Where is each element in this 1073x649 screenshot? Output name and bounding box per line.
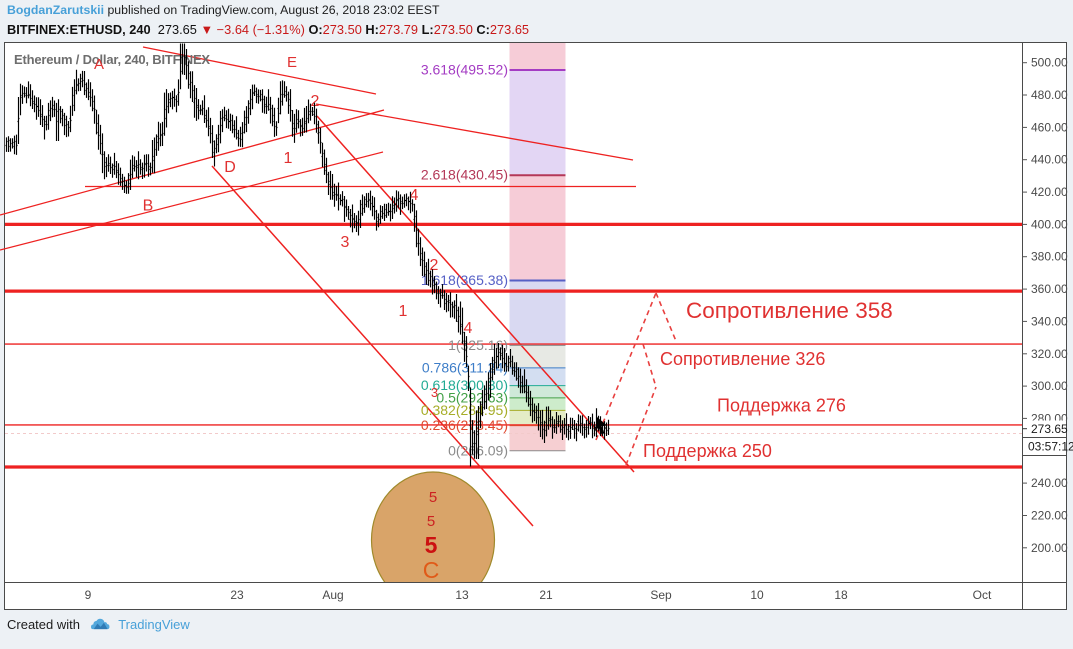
svg-text:18: 18 — [834, 588, 848, 602]
svg-text:320.00: 320.00 — [1031, 347, 1068, 361]
svg-text:380.00: 380.00 — [1031, 250, 1068, 264]
svg-text:500.00: 500.00 — [1031, 56, 1068, 70]
svg-text:03:57:12: 03:57:12 — [1028, 440, 1073, 454]
svg-text:4: 4 — [410, 187, 419, 204]
svg-text:460.00: 460.00 — [1031, 120, 1068, 134]
svg-text:1: 1 — [399, 303, 408, 320]
svg-text:2.618(430.45): 2.618(430.45) — [421, 167, 508, 183]
svg-text:5: 5 — [427, 513, 435, 530]
svg-text:E: E — [287, 54, 297, 71]
svg-text:C: C — [423, 557, 440, 583]
svg-text:240.00: 240.00 — [1031, 476, 1068, 490]
svg-text:220.00: 220.00 — [1031, 509, 1068, 523]
svg-text:10: 10 — [750, 588, 764, 602]
svg-text:9: 9 — [85, 588, 92, 602]
svg-text:1.618(365.38): 1.618(365.38) — [421, 272, 508, 288]
svg-text:420.00: 420.00 — [1031, 185, 1068, 199]
svg-text:3: 3 — [341, 234, 350, 251]
svg-text:Сопротивление 326: Сопротивление 326 — [660, 349, 825, 369]
svg-text:480.00: 480.00 — [1031, 88, 1068, 102]
svg-text:0.236(273.45): 0.236(273.45) — [421, 417, 508, 433]
svg-text:340.00: 340.00 — [1031, 314, 1068, 328]
svg-text:2: 2 — [311, 93, 320, 110]
svg-text:D: D — [224, 159, 236, 176]
svg-text:Ethereum / Dollar, 240, BITFIN: Ethereum / Dollar, 240, BITFINEX — [14, 52, 210, 67]
svg-text:2: 2 — [430, 257, 439, 274]
svg-text:Поддержка 250: Поддержка 250 — [643, 441, 772, 461]
svg-text:Oct: Oct — [973, 588, 992, 602]
svg-text:Сопротивление 358: Сопротивление 358 — [686, 298, 893, 323]
svg-text:3: 3 — [431, 385, 438, 400]
svg-text:200.00: 200.00 — [1031, 541, 1068, 555]
svg-text:0.382(284.95): 0.382(284.95) — [421, 402, 508, 418]
svg-text:5: 5 — [429, 489, 437, 506]
svg-text:23: 23 — [230, 588, 244, 602]
svg-text:4: 4 — [464, 320, 473, 337]
svg-text:400.00: 400.00 — [1031, 217, 1068, 231]
svg-text:360.00: 360.00 — [1031, 282, 1068, 296]
svg-text:5: 5 — [425, 532, 438, 558]
svg-text:Поддержка 276: Поддержка 276 — [717, 396, 846, 416]
svg-text:300.00: 300.00 — [1031, 379, 1068, 393]
svg-text:A: A — [94, 56, 104, 73]
svg-text:273.65: 273.65 — [1031, 422, 1068, 436]
svg-text:Sep: Sep — [650, 588, 672, 602]
svg-text:1: 1 — [284, 150, 293, 167]
svg-text:13: 13 — [455, 588, 469, 602]
svg-text:440.00: 440.00 — [1031, 153, 1068, 167]
svg-text:0.786(311.24): 0.786(311.24) — [422, 359, 508, 375]
svg-text:21: 21 — [539, 588, 553, 602]
svg-text:3.618(495.52): 3.618(495.52) — [421, 62, 508, 78]
svg-text:B: B — [143, 198, 154, 215]
svg-text:Aug: Aug — [322, 588, 343, 602]
